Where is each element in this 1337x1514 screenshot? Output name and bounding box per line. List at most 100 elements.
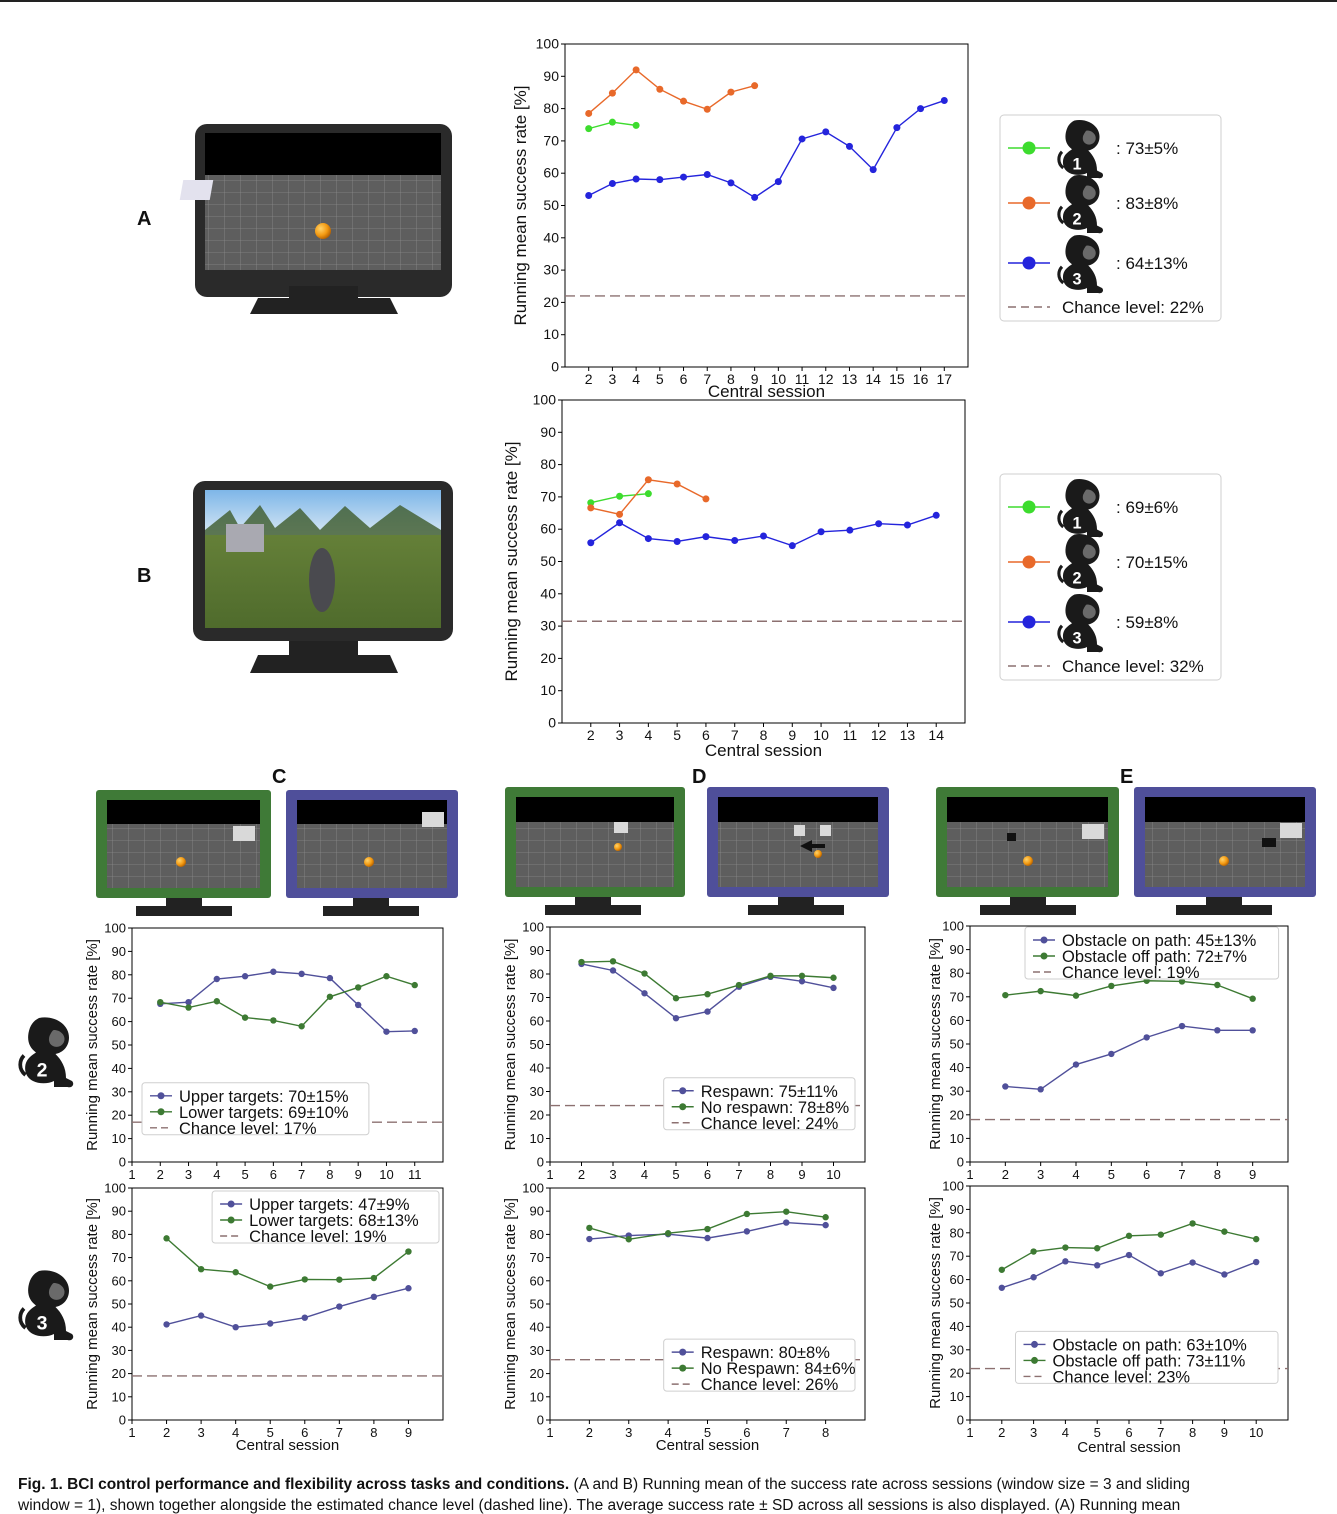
x-tick-label: 3 (609, 1167, 616, 1182)
chart-d3: 0 10 20 30 40 50 60 70 80 90 100 1 2 3 4 5 6 7 8 Running me… (502, 1181, 866, 1454)
side-monkey-icons: 23 (18, 1017, 74, 1341)
y-tick-label: 80 (950, 1225, 964, 1240)
y-tick-label: 10 (543, 326, 559, 342)
data-point (1189, 1220, 1196, 1227)
legend-marker (1040, 936, 1048, 944)
y-tick-label: 10 (112, 1131, 126, 1146)
y-tick-label: 30 (950, 1084, 964, 1099)
legend-chance-label: Chance level: 19% (1062, 964, 1200, 982)
y-tick-label: 80 (530, 967, 544, 982)
data-point (846, 526, 854, 534)
legend-label: No Respawn: 84±6% (701, 1360, 856, 1378)
x-tick-label: 13 (900, 727, 916, 743)
y-tick-label: 100 (533, 392, 557, 408)
data-point (616, 519, 624, 527)
data-point (822, 1221, 829, 1229)
x-tick-label: 11 (843, 727, 858, 743)
y-tick-label: 40 (543, 229, 559, 245)
data-point (185, 1004, 192, 1011)
x-tick-label: 14 (865, 371, 881, 387)
y-tick-label: 40 (112, 1061, 126, 1076)
series-line-1 (1005, 980, 1253, 1000)
data-point (625, 1236, 632, 1243)
y-axis-label: Running mean success rate [%] (84, 939, 101, 1151)
chart-a: 0 10 20 30 40 50 60 70 80 90 100 2 3 4 5 6 7 8 9 10 11 12 13 14… (511, 36, 969, 401)
monkey-face-icon (1082, 544, 1096, 559)
data-point (1221, 1228, 1228, 1235)
y-tick-label: 70 (112, 1250, 126, 1265)
x-tick-label: 7 (783, 1425, 790, 1440)
data-point (830, 984, 837, 992)
x-tick-label: 9 (1221, 1425, 1228, 1440)
panel-letter-d: D (692, 766, 707, 788)
data-point (822, 128, 830, 136)
monkey-tail-icon (18, 1307, 27, 1330)
legend-label: Obstacle off path: 73±11% (1053, 1352, 1246, 1370)
data-point (336, 1276, 343, 1283)
x-tick-label: 5 (1094, 1425, 1101, 1440)
y-tick-label: 50 (543, 197, 559, 213)
y-tick-label: 80 (112, 967, 126, 982)
y-tick-label: 60 (543, 165, 559, 181)
monkey-icon-1: 1 (1057, 479, 1104, 538)
x-axis-label: Central session (236, 1437, 339, 1454)
data-point (845, 142, 853, 150)
data-point (703, 105, 711, 113)
data-point (411, 981, 418, 989)
data-point (798, 135, 806, 143)
x-tick-label: 6 (270, 1167, 277, 1182)
data-point (644, 535, 652, 543)
x-tick-label: 8 (326, 1167, 333, 1182)
x-tick-label: 5 (656, 371, 664, 387)
y-tick-label: 10 (530, 1389, 544, 1404)
legend-e3: Obstacle on path: 63±10%Obstacle off pat… (1015, 1330, 1279, 1386)
legend-label: Obstacle on path: 45±13% (1062, 932, 1257, 950)
data-point (298, 970, 305, 978)
data-point (609, 967, 617, 974)
monitor-b-illustration (193, 481, 453, 673)
data-point (704, 1008, 711, 1015)
chart-e3: 0 10 20 30 40 50 60 70 80 90 100 1 2 3 4 5 6 7 8 9 10 Running… (927, 1179, 1289, 1456)
data-point (185, 998, 192, 1006)
legend-chance-label: Chance level: 23% (1053, 1368, 1191, 1386)
legend-chance-label: Chance level: 26% (701, 1376, 839, 1394)
data-point (680, 173, 688, 181)
legend-label: : 64±13% (1116, 254, 1188, 273)
caption-text-line2: window = 1), shown together alongside th… (18, 1497, 1181, 1514)
data-point (1178, 1022, 1186, 1030)
y-tick-label: 30 (950, 1342, 964, 1357)
x-tick-label: 6 (704, 1167, 711, 1182)
monkey-number-label: 1 (1072, 155, 1081, 173)
x-tick-label: 4 (644, 727, 652, 743)
monkey-tail-icon (1057, 509, 1065, 529)
data-point (798, 978, 806, 985)
series-line-1 (588, 68, 755, 114)
data-point (383, 973, 390, 980)
data-point (703, 170, 711, 178)
x-tick-label: 10 (771, 371, 787, 387)
x-tick-label: 15 (889, 371, 905, 387)
data-point (704, 991, 711, 998)
legend-c3: Upper targets: 47±9%Lower targets: 68±13… (211, 1190, 440, 1246)
data-point (704, 1234, 711, 1242)
monkey-number-label: 3 (1072, 270, 1081, 288)
data-point (1189, 1259, 1196, 1266)
y-tick-label: 20 (543, 294, 559, 310)
x-axis-label: Central session (656, 1437, 759, 1454)
legend-chance-label: Chance level: 17% (179, 1120, 317, 1138)
legend-c2: Upper targets: 70±15%Lower targets: 69±1… (141, 1082, 370, 1138)
chart-c3: 0 10 20 30 40 50 60 70 80 90 100 1 2 3 4 5 6 7 8 9 Running m… (84, 1181, 444, 1454)
y-tick-label: 30 (530, 1084, 544, 1099)
y-tick-label: 80 (530, 1227, 544, 1242)
y-tick-label: 60 (112, 1273, 126, 1288)
data-point (788, 542, 796, 550)
x-tick-label: 9 (751, 371, 759, 387)
data-point (869, 166, 877, 174)
x-tick-label: 5 (704, 1425, 711, 1440)
data-point (354, 1001, 362, 1009)
x-tick-label: 2 (163, 1425, 170, 1440)
legend-box (211, 1190, 440, 1244)
monkey-body-icon (25, 1017, 74, 1088)
data-point (702, 495, 710, 503)
monkey-tail-icon (1057, 564, 1065, 584)
